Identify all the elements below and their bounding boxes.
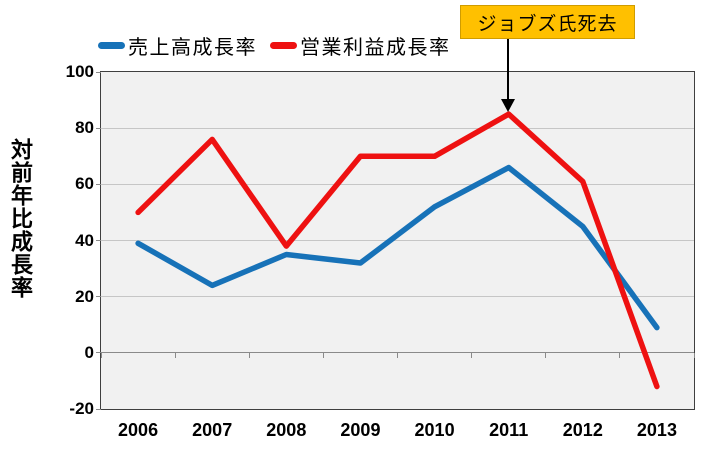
y-axis-title: 対前年比成長率 [8,138,33,299]
plot-area [100,71,695,410]
gridline [101,127,694,129]
y-axis-tick-label: 20 [75,286,94,306]
x-axis-tick-mark [174,352,176,358]
y-axis-tick-label: 80 [75,118,94,138]
y-axis-tick-mark [96,183,101,185]
legend-marker-sales-growth [98,41,125,49]
x-axis-tick-mark [397,352,398,358]
x-axis-tick-label: 2009 [340,420,381,440]
y-axis-tick-mark [96,71,101,73]
y-axis-tick-mark [96,408,101,410]
x-axis-tick-label: 2010 [414,420,455,440]
y-axis-tick-label: 40 [75,230,94,250]
annotation-arrow-head-icon [501,99,515,112]
y-axis-tick-label: 100 [65,62,94,81]
gridline [101,240,694,241]
x-axis-tick-mark [619,352,621,358]
x-axis-tick-label: 2013 [636,420,677,440]
y-axis-tick-mark [96,127,101,129]
y-axis-tick-mark [96,352,101,354]
x-axis-tick-mark [693,352,695,358]
y-axis-tick-label: -20 [69,399,94,418]
annotation-text: ジョブズ氏死去 [477,13,618,35]
gridline [101,183,694,185]
series-line-売上高成長率 [135,164,660,331]
y-axis-tick-mark [96,240,101,241]
x-axis-tick-mark [545,352,547,358]
x-axis-tick-mark [471,352,473,358]
x-axis-tick-label: 2008 [266,420,307,440]
y-axis-tick-label: 60 [75,174,94,194]
x-axis-tick-mark [322,352,324,358]
x-axis-tick-label: 2006 [118,420,159,440]
legend: 売上高成長率 営業利益成長率 [98,31,451,59]
x-axis-tick-mark [100,352,102,358]
series-lines [135,111,660,390]
legend-marker-operating-profit-growth [270,41,297,49]
legend-label-operating-profit-growth: 営業利益成長率 [300,36,451,59]
y-axis-tick-mark [96,296,101,298]
x-axis-tick-label: 2011 [489,420,529,440]
legend-label-sales-growth: 売上高成長率 [128,36,257,59]
gridline [101,296,694,298]
series-line-営業利益成長率 [135,111,660,390]
x-axis-tick-label: 2007 [192,420,233,440]
annotation-arrow-line [507,37,509,100]
x-axis-tick-mark [248,352,250,358]
x-axis-tick-label: 2012 [562,420,603,440]
annotation-box: ジョブズ氏死去 [460,5,635,39]
y-axis-tick-label: 0 [84,342,94,362]
